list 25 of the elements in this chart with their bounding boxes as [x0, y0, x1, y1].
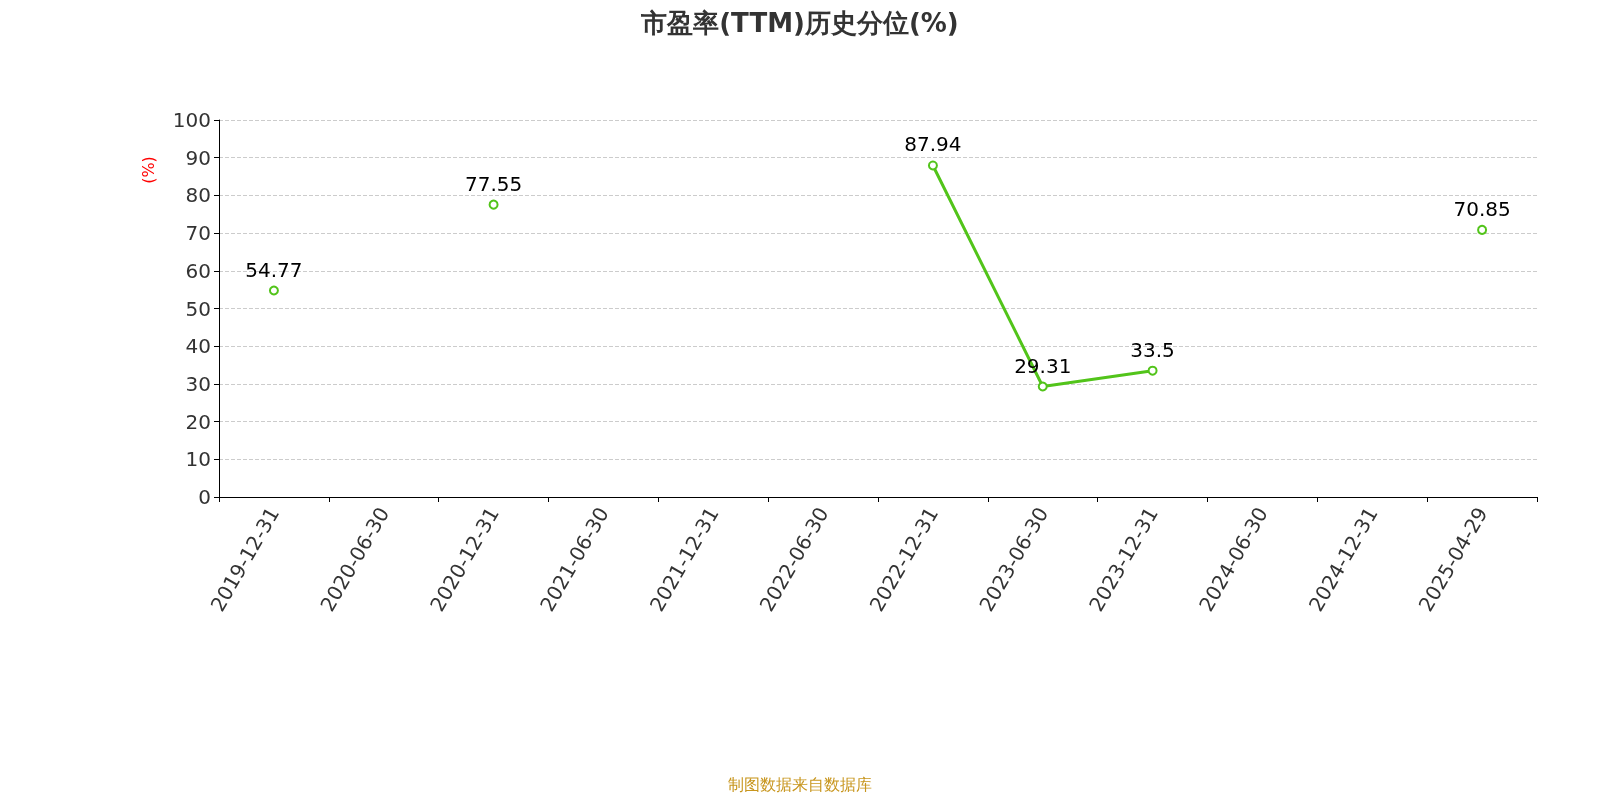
- point: [927, 160, 938, 171]
- y-tick-label: 60: [185, 258, 211, 283]
- chart-title: 市盈率(TTM)历史分位(%): [640, 8, 959, 38]
- y-tick-label: 0: [198, 485, 211, 509]
- y-tick-label: 80: [185, 183, 211, 208]
- point: [1477, 224, 1488, 235]
- y-tick-label: 90: [185, 145, 211, 170]
- data-label: 33.5: [1130, 337, 1175, 362]
- y-axis-title: (%): [138, 156, 158, 184]
- data-label: 77.55: [464, 171, 523, 196]
- y-tick-label: 40: [185, 334, 211, 359]
- y-tick-label: 50: [185, 296, 211, 321]
- data-label: 54.77: [245, 257, 303, 282]
- point: [1037, 381, 1048, 392]
- y-tick-label: 100: [172, 108, 211, 132]
- point: [488, 199, 499, 210]
- point: [268, 285, 279, 296]
- y-tick-label: 10: [185, 447, 211, 472]
- data-label: 70.85: [1453, 196, 1511, 221]
- point: [1147, 365, 1158, 376]
- text: 制图数据来自数据库: [728, 774, 872, 794]
- y-tick-label: 20: [185, 409, 211, 434]
- y-tick-label: 70: [185, 221, 211, 246]
- data-label: 87.94: [904, 132, 962, 157]
- y-tick-label: 30: [185, 371, 211, 396]
